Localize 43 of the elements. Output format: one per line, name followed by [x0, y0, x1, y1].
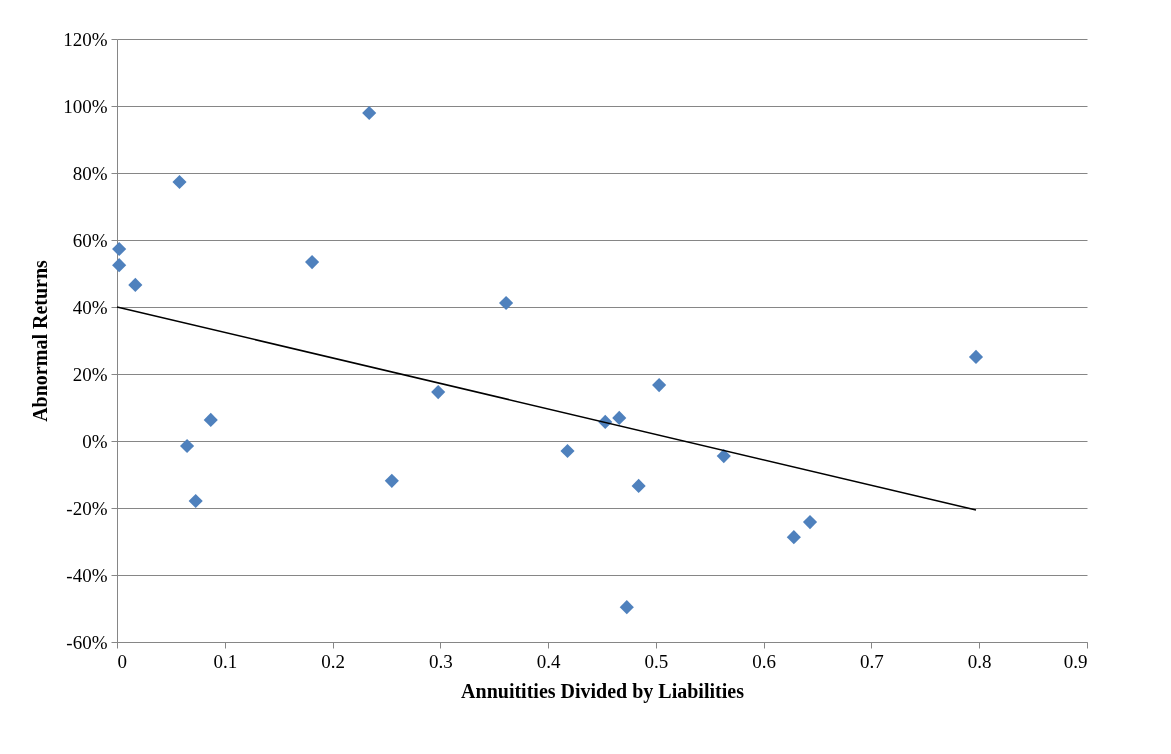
x-tick-label: 0.2 [321, 650, 345, 672]
point [384, 473, 399, 488]
x-tick-label: 0.6 [752, 650, 777, 672]
y-tick-label: -20% [66, 497, 108, 519]
point [612, 410, 627, 425]
y-tick-label: 20% [72, 363, 108, 385]
point [172, 174, 187, 190]
x-tick-label: 0.5 [644, 650, 669, 672]
y-tick-label: 120% [63, 28, 108, 50]
point [631, 478, 646, 493]
point [786, 530, 801, 545]
point [128, 277, 143, 292]
x-tick-label: 0.4 [536, 650, 561, 672]
point [203, 412, 218, 427]
point [112, 258, 127, 273]
y-tick-label: 40% [72, 296, 108, 318]
point [716, 449, 731, 464]
point [499, 295, 514, 311]
point [305, 255, 320, 270]
x-tick-label: 0.8 [967, 650, 992, 672]
point [188, 493, 203, 509]
x-axis-title: Annuitities Divided by Liabilities [461, 679, 745, 703]
x-tick-label: 0 [117, 650, 127, 672]
y-tick-label: -60% [66, 631, 108, 653]
point [431, 385, 446, 400]
y-tick-label: -40% [66, 564, 108, 586]
y-axis-title: Abnormal Returns [29, 259, 52, 422]
point [802, 515, 818, 530]
x-tick-label: 0.7 [860, 650, 884, 672]
x-tick-label: 0.9 [1063, 650, 1088, 672]
point [362, 105, 377, 121]
point [179, 438, 195, 454]
x-tick-label: 0.1 [213, 650, 238, 672]
point [560, 443, 575, 459]
y-tick-label: 80% [72, 162, 108, 184]
point [652, 377, 667, 393]
y-tick-label: 0% [82, 430, 108, 452]
point [968, 349, 984, 364]
point [619, 600, 634, 615]
y-tick-label: 60% [72, 229, 108, 251]
y-tick-label: 100% [63, 95, 108, 117]
point [112, 241, 127, 257]
x-tick-label: 0.3 [428, 650, 453, 672]
